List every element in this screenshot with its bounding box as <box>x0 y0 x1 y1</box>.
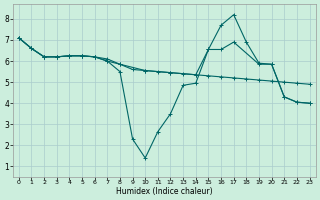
X-axis label: Humidex (Indice chaleur): Humidex (Indice chaleur) <box>116 187 212 196</box>
